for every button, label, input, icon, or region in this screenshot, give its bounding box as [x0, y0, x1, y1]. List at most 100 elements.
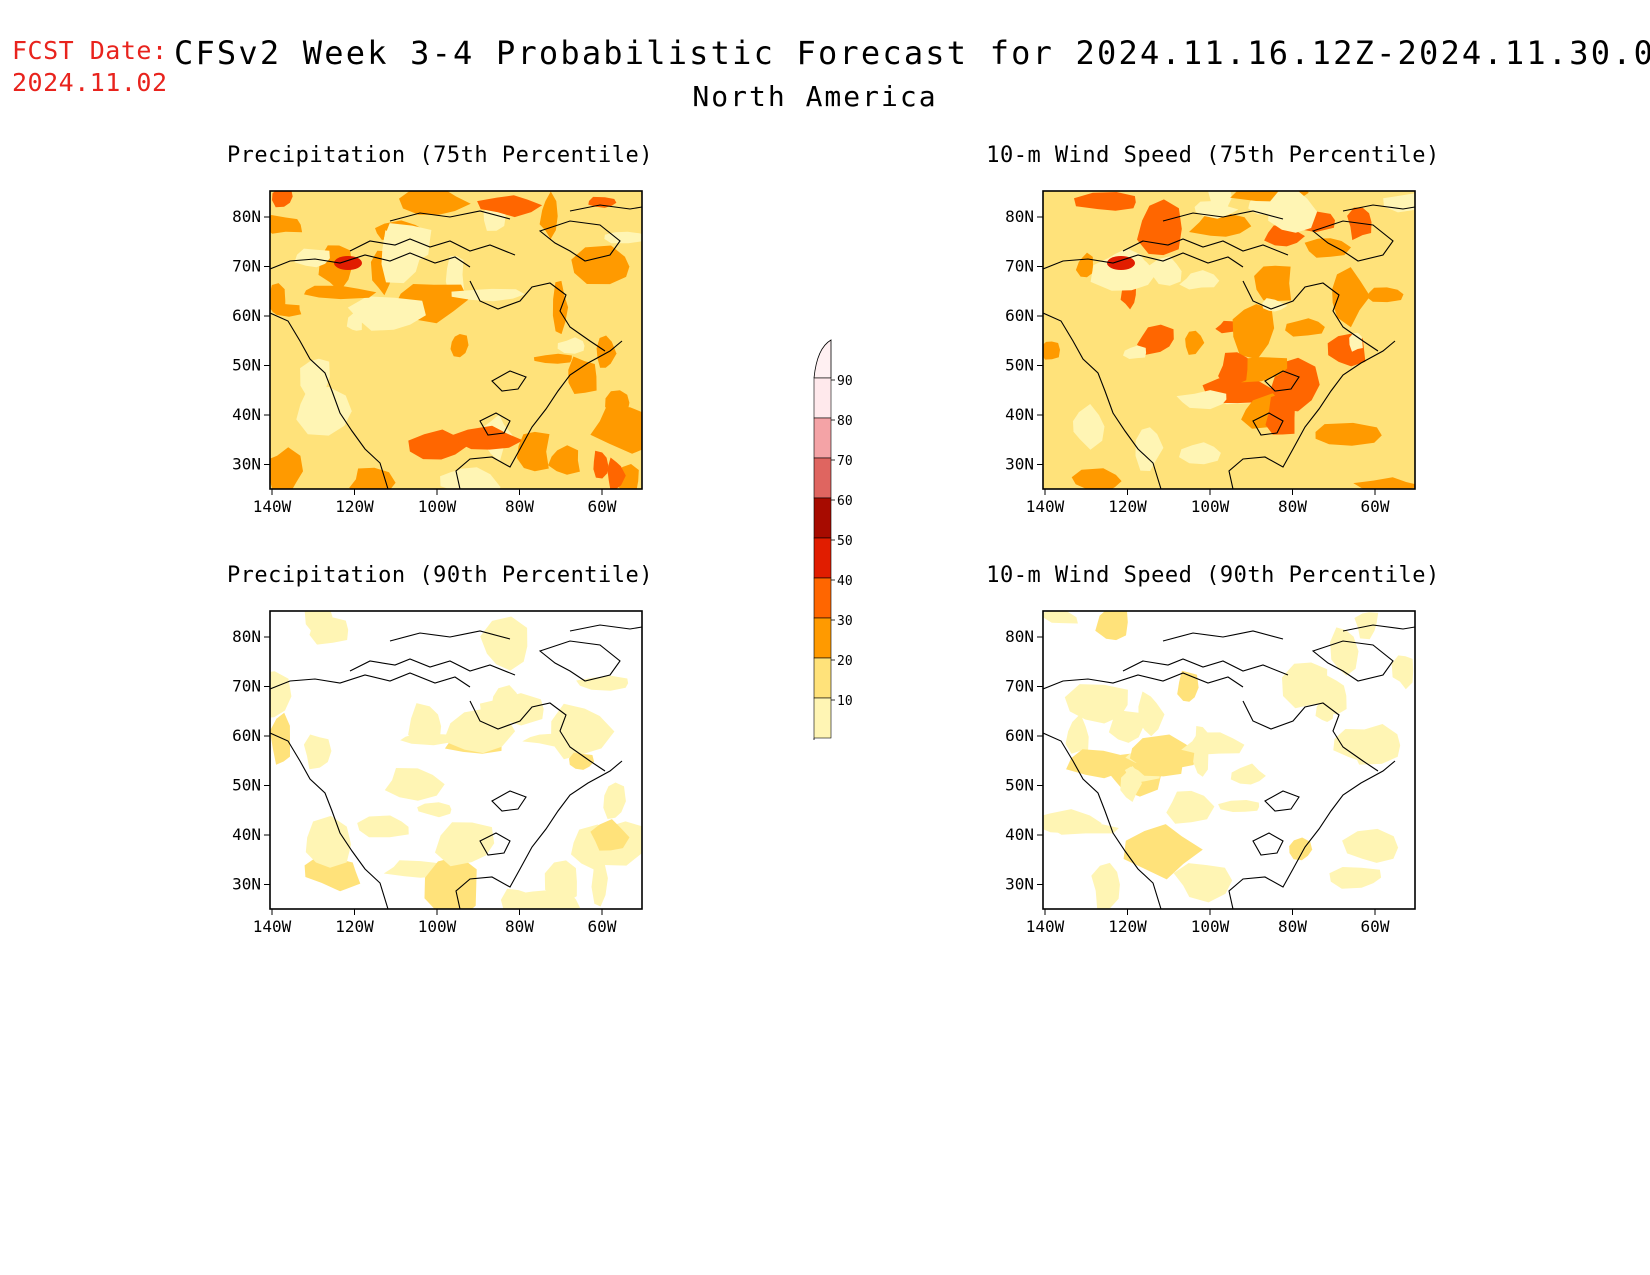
contour-patch — [604, 231, 642, 244]
contour-patch — [334, 256, 362, 270]
contour-patch — [270, 283, 286, 314]
contour-patch — [544, 860, 577, 903]
map-panel-precip-75: 80N 70N 60N 50N 40N 30N 140W 120W 100W 80W 60W Pre… — [180, 143, 700, 543]
coastline — [455, 340, 623, 489]
probability-field — [270, 611, 642, 909]
lat-tick-label: 40N — [232, 405, 261, 424]
coastline — [389, 630, 511, 642]
contour-patch — [605, 390, 630, 414]
map-panel-wind-75: 80N 70N 60N 50N 40N 30N 140W 120W 100W 80W 60W 10-… — [953, 143, 1473, 543]
coastlines — [1043, 204, 1415, 489]
contour-patch — [491, 685, 520, 713]
coastline — [469, 280, 606, 352]
contour-patch — [1330, 627, 1359, 676]
lon-tick-label: 80W — [1278, 917, 1307, 936]
colorbar-label: 10 — [837, 694, 853, 709]
contour-patch — [557, 337, 585, 354]
panel-title: Precipitation (90th Percentile) — [226, 563, 654, 588]
lon-tick-label: 120W — [335, 917, 374, 936]
contour-patch — [588, 196, 617, 208]
lon-tick-label: 120W — [335, 497, 374, 516]
coastline — [1264, 790, 1300, 812]
lon-tick-label: 100W — [418, 917, 457, 936]
colorbar-swatch — [813, 577, 832, 619]
lat-tick-label: 50N — [1005, 776, 1034, 795]
coastline — [569, 204, 642, 212]
lat-tick-label: 40N — [1005, 405, 1034, 424]
panel-title: 10-m Wind Speed (75th Percentile) — [986, 143, 1440, 168]
colorbar-legend: 90 80 70 60 50 40 30 20 10 — [800, 330, 860, 777]
coastline — [479, 412, 511, 436]
lat-tick-label: 80N — [1005, 207, 1034, 226]
contour-patch — [1173, 863, 1233, 903]
colorbar-label: 20 — [837, 654, 853, 669]
contour-patch — [451, 288, 525, 302]
map-svg: 80N 70N 60N 50N 40N 30N 140W 120W 100W 80W 60W — [1005, 190, 1416, 516]
contour-patch — [1123, 345, 1147, 359]
contour-patch — [1189, 213, 1252, 237]
contour-patch — [1065, 713, 1089, 754]
coastline — [491, 370, 527, 392]
coastline — [270, 312, 389, 489]
contour-patch — [1232, 304, 1275, 360]
contour-patch — [270, 712, 290, 765]
contour-patch — [477, 195, 543, 218]
lat-tick-label: 80N — [1005, 627, 1034, 646]
contour-patch — [400, 733, 465, 746]
probability-field — [270, 191, 642, 489]
coastline — [469, 700, 606, 772]
colorbar-label: 70 — [837, 454, 853, 469]
lat-tick-label: 60N — [232, 726, 261, 745]
coastline — [1043, 312, 1162, 489]
contour-patch — [1347, 207, 1372, 241]
map-panel-precip-90: 80N 70N 60N 50N 40N 30N 140W 120W 100W 80W 60W Pre… — [180, 563, 700, 963]
contour-patch — [1137, 199, 1182, 256]
lat-tick-label: 80N — [232, 207, 261, 226]
contour-patch — [357, 815, 409, 838]
lon-tick-label: 120W — [1108, 917, 1147, 936]
coastlines — [270, 624, 642, 909]
lat-tick-label: 60N — [232, 306, 261, 325]
coastline — [569, 624, 642, 632]
contour-patch — [1108, 710, 1144, 743]
lon-tick-label: 60W — [1361, 917, 1390, 936]
lat-tick-label: 50N — [232, 356, 261, 375]
contour-patch — [539, 191, 558, 240]
coastline — [1311, 220, 1394, 262]
contour-patch — [1349, 332, 1363, 352]
coastline — [491, 790, 527, 812]
contour-patch — [1315, 422, 1382, 446]
contour-patch — [556, 722, 595, 752]
map-panel-wind-90: 80N 70N 60N 50N 40N 30N 140W 120W 100W 80W 60W 10-… — [953, 563, 1473, 963]
coastline — [270, 732, 389, 909]
contour-patch — [304, 611, 333, 643]
lon-tick-label: 80W — [505, 917, 534, 936]
contour-patch — [593, 450, 609, 479]
contour-patch — [1129, 734, 1198, 770]
contour-patch — [270, 447, 303, 489]
contour-patch — [522, 733, 568, 747]
lat-tick-label: 30N — [1005, 455, 1034, 474]
coastline — [270, 252, 471, 270]
contour-patch — [1043, 341, 1060, 360]
map-frame — [269, 610, 643, 910]
coastline — [1242, 700, 1379, 772]
contour-patch — [1332, 267, 1371, 328]
colorbar-label: 50 — [837, 534, 853, 549]
contour-patch — [1120, 766, 1142, 802]
contour-patch — [384, 768, 445, 801]
coastline — [1342, 624, 1415, 632]
contour-patch — [448, 467, 501, 489]
contour-patch — [1185, 330, 1205, 355]
lon-tick-label: 80W — [505, 497, 534, 516]
probability-field — [1043, 191, 1415, 489]
lat-tick-label: 70N — [232, 677, 261, 696]
contour-patch — [1342, 828, 1399, 863]
lon-tick-label: 140W — [1026, 497, 1065, 516]
contour-patch — [603, 782, 626, 819]
contour-patch — [347, 296, 426, 331]
lat-tick-label: 70N — [1005, 677, 1034, 696]
lat-tick-label: 70N — [1005, 257, 1034, 276]
contour-patch — [1289, 837, 1313, 861]
coastline — [455, 760, 623, 909]
